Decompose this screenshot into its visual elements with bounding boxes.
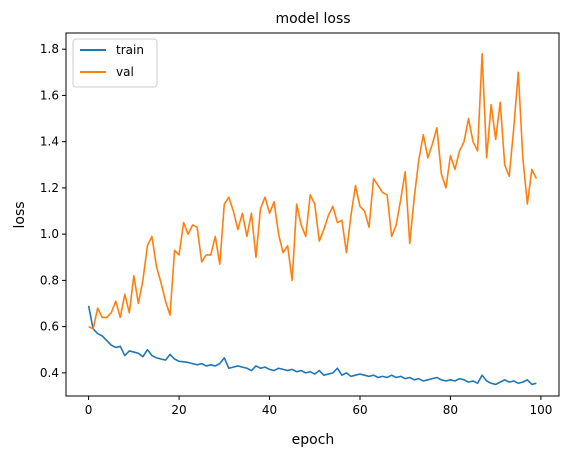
y-axis-ticks: 0.4 0.6 0.8 1.0 1.2 1.4 1.6 1.8: [40, 42, 66, 380]
y-tick-label: 0.8: [40, 273, 59, 287]
y-tick-label: 1.0: [40, 227, 59, 241]
legend-label-val: val: [116, 65, 134, 79]
x-tick-label: 20: [171, 403, 186, 417]
y-axis-label: loss: [12, 201, 28, 228]
y-tick-label: 1.2: [40, 181, 59, 195]
x-axis-label: epoch: [292, 432, 335, 448]
x-tick-label: 0: [85, 403, 93, 417]
y-tick-label: 0.4: [40, 366, 59, 380]
y-tick-label: 1.6: [40, 88, 59, 102]
series-line-train: [87, 305, 537, 386]
y-tick-label: 1.4: [40, 135, 59, 149]
series-line-val: [88, 53, 538, 330]
x-tick-label: 60: [352, 403, 367, 417]
plot-frame: [65, 32, 560, 397]
legend-box: [72, 38, 158, 88]
chart-title: model loss: [275, 11, 350, 27]
legend-label-train: train: [116, 43, 144, 57]
y-tick-label: 1.8: [40, 42, 59, 56]
y-tick-label: 0.6: [40, 320, 59, 334]
legend: train val: [72, 38, 158, 88]
x-tick-label: 80: [443, 403, 458, 417]
x-axis-ticks: 0 20 40 60 80 100: [85, 396, 552, 417]
plot-lines: [87, 53, 538, 386]
x-tick-label: 100: [529, 403, 552, 417]
x-tick-label: 40: [262, 403, 277, 417]
